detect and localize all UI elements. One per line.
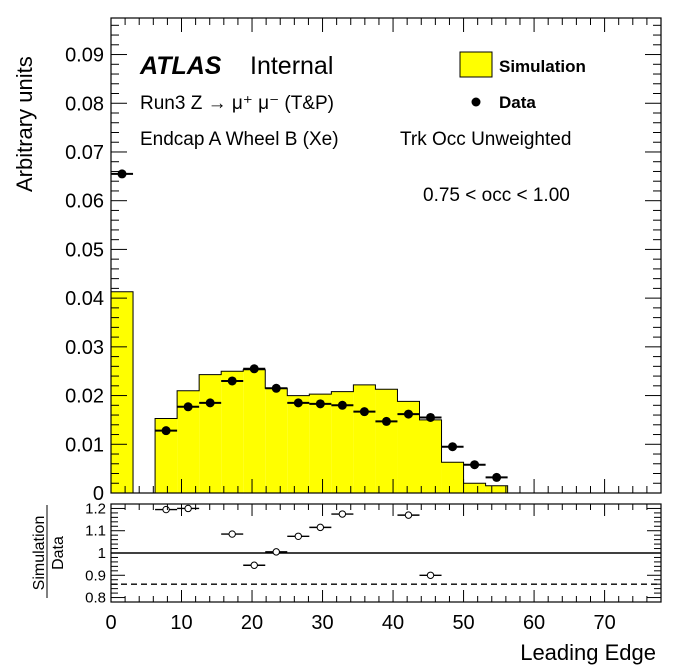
ratio-point: [184, 504, 192, 513]
ratio-point: [338, 510, 347, 518]
data-point: [337, 400, 347, 410]
x-tick-label: 50: [452, 612, 474, 634]
data-point: [426, 412, 436, 422]
ratio-point: [316, 523, 325, 532]
y-tick-label: 0.03: [65, 337, 104, 359]
x-axis-title: Leading Edge: [520, 640, 656, 665]
occupancy-range-label: 0.75 < occ < 1.00: [423, 185, 570, 206]
simulation-bar: [243, 369, 266, 493]
ratio-y-tick-label: 0.8: [85, 590, 106, 607]
data-point: [293, 398, 303, 408]
y-tick-label: 0: [93, 483, 104, 505]
ratio-points: [155, 504, 442, 579]
main-plot-panel: 0 0.01 0.02 0.03 0.04 0.05 0.06 0.07 0.08 0.09: [65, 17, 662, 505]
simulation-histogram: [111, 291, 508, 493]
data-point: [183, 402, 193, 412]
simulation-bar: [397, 401, 420, 493]
data-point: [359, 407, 369, 417]
data-point: [492, 472, 502, 482]
ratio-axis-ticks: [110, 503, 662, 602]
legend-data-label: Data: [499, 93, 536, 112]
x-tick-label: 20: [241, 612, 263, 634]
region-label: Endcap A Wheel B (Xe): [140, 129, 339, 150]
y-tick-label: 0.06: [65, 191, 104, 213]
simulation-outline: [110, 291, 509, 494]
ratio-y-tick-label: 1: [98, 545, 106, 562]
legend: Simulation Data: [459, 51, 586, 112]
ratio-y-tick-label: 0.9: [85, 567, 106, 584]
atlas-label: ATLAS: [139, 52, 222, 80]
process-label: Run3 Z → μ⁺ μ⁻ (T&P): [140, 93, 334, 114]
y-tick-label: 0.07: [65, 142, 104, 164]
data-point: [117, 169, 127, 179]
ratio-y-numerator: Simulation: [31, 516, 48, 591]
ratio-point: [272, 548, 280, 556]
y-tick-label: 0.08: [65, 93, 104, 115]
legend-simulation-label: Simulation: [499, 57, 586, 76]
internal-label: Internal: [250, 52, 333, 80]
data-points: [111, 169, 508, 482]
main-axis-ticks: [110, 18, 662, 494]
x-tick-label: 60: [523, 612, 545, 634]
y-tick-label: 0.02: [65, 386, 104, 408]
ratio-y-denominator: Data: [50, 536, 67, 570]
ratio-y-tick-label: 1.2: [85, 500, 106, 517]
ratio-point: [426, 571, 435, 579]
weighting-label: Trk Occ Unweighted: [400, 129, 571, 150]
simulation-bar: [375, 389, 398, 493]
x-tick-labels: 0 10 20 30 40 50 60 70: [105, 612, 615, 634]
simulation-bar: [155, 418, 178, 493]
ratio-panel: 0.8 0.9 1 1.1 1.2: [85, 500, 662, 607]
main-frame: [110, 17, 662, 494]
simulation-bar: [265, 388, 288, 493]
ratio-point: [162, 505, 170, 514]
simulation-bar: [309, 394, 332, 493]
data-point: [205, 398, 215, 408]
x-tick-label: 40: [382, 612, 404, 634]
ratio-point: [294, 532, 302, 540]
simulation-bar: [221, 371, 244, 493]
y-tick-label: 0.09: [65, 45, 104, 67]
y-tick-label: 0.01: [65, 434, 104, 456]
y-tick-label: 0.04: [65, 288, 104, 310]
data-point: [227, 376, 237, 386]
simulation-bar: [111, 291, 134, 493]
legend-data-marker: [471, 97, 481, 107]
y-tick-label: 0.05: [65, 239, 104, 261]
x-tick-label: 30: [311, 612, 333, 634]
ratio-y-axis-title: Simulation Data: [31, 505, 67, 598]
simulation-bar: [331, 391, 354, 493]
data-point: [381, 416, 391, 426]
legend-simulation-swatch: [459, 51, 493, 78]
data-point: [249, 364, 259, 374]
ratio-y-tick-labels: 0.8 0.9 1 1.1 1.2: [85, 500, 106, 606]
x-tick-label: 10: [170, 612, 192, 634]
simulation-bar: [441, 462, 464, 493]
data-point: [161, 426, 171, 436]
data-point: [403, 409, 413, 419]
simulation-bar: [199, 374, 222, 493]
x-tick-label: 70: [593, 612, 615, 634]
simulation-bar: [463, 483, 486, 493]
ratio-point: [404, 511, 413, 519]
ratio-point: [228, 530, 236, 538]
simulation-bar: [353, 384, 376, 493]
ratio-reference-lines: [111, 552, 661, 585]
simulation-bar: [485, 485, 508, 493]
data-point: [448, 442, 458, 452]
simulation-bar: [287, 395, 310, 493]
data-point: [315, 399, 325, 409]
x-tick-label: 0: [105, 612, 116, 634]
y-axis-title: Arbitrary units: [12, 56, 37, 192]
simulation-bar: [177, 390, 200, 493]
ratio-y-tick-label: 1.1: [85, 523, 106, 540]
data-point: [470, 460, 480, 470]
ratio-point: [250, 561, 258, 569]
simulation-bar: [419, 419, 442, 493]
main-y-tick-labels: 0 0.01 0.02 0.03 0.04 0.05 0.06 0.07 0.08 0.09: [65, 45, 104, 505]
data-point: [271, 383, 281, 393]
